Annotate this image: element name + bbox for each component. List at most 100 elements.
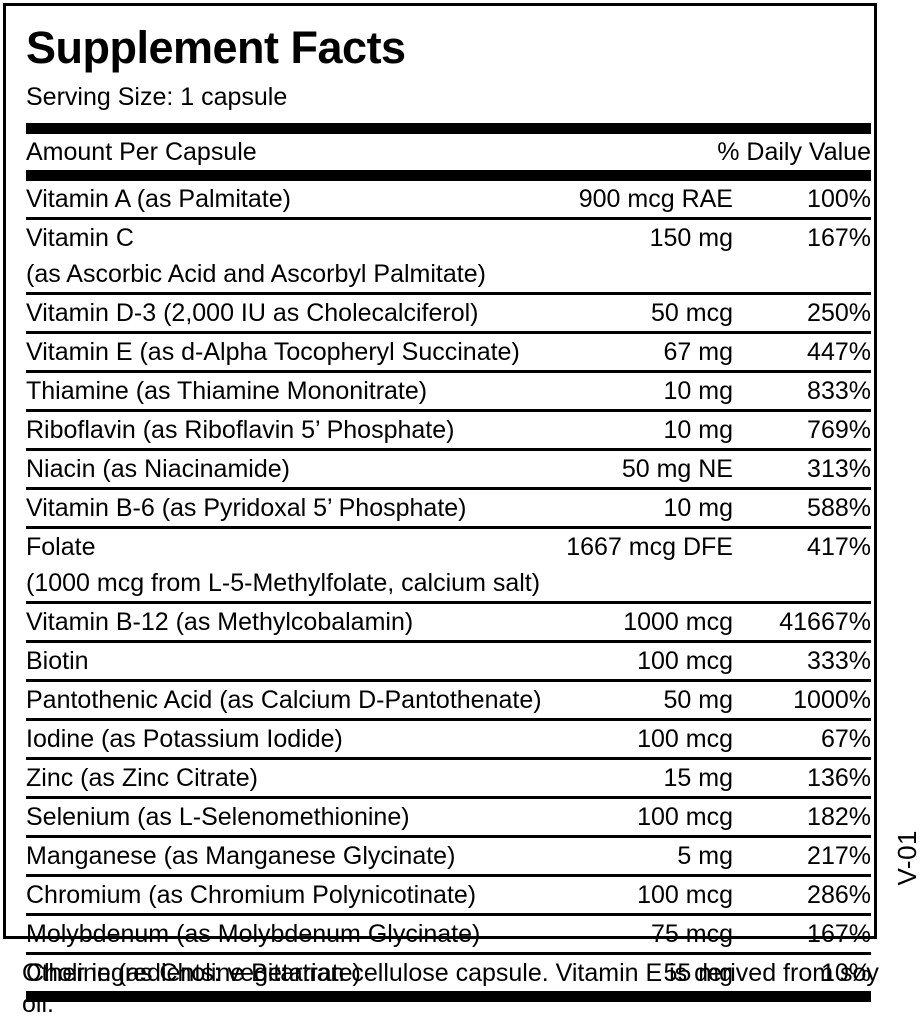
nutrient-amount: 10 mg <box>663 494 733 522</box>
nutrient-amount: 50 mg <box>663 686 733 714</box>
nutrient-amount: 100 mcg <box>637 647 733 675</box>
table-row: Niacin (as Niacinamide) 50 mg NE 313% <box>26 451 871 487</box>
table-row: Vitamin E (as d-Alpha Tocopheryl Succina… <box>26 334 871 370</box>
table-row: Manganese (as Manganese Glycinate) 5 mg 21… <box>26 838 871 874</box>
nutrient-daily-value: 67% <box>820 725 871 753</box>
nutrient-name: Vitamin A (as Palmitate) <box>26 185 291 213</box>
row-divider <box>26 217 871 220</box>
table-row: Folate (1000 mcg from L-5-Methylfolate, c… <box>26 529 871 601</box>
nutrient-name: Iodine (as Potassium Iodide) <box>26 725 343 753</box>
nutrient-name: Vitamin B-6 (as Pyridoxal 5’ Phosphate) <box>26 494 467 522</box>
nutrient-daily-value: 182% <box>807 803 871 831</box>
nutrient-daily-value: 10% <box>820 959 871 987</box>
nutrient-daily-value: 250% <box>807 299 871 327</box>
nutrient-amount: 100 mcg <box>637 881 733 909</box>
nutrient-daily-value: 217% <box>807 842 871 870</box>
row-divider <box>26 718 871 721</box>
columns-thick-rule <box>26 170 871 181</box>
row-divider <box>26 331 871 334</box>
table-row: Choline (as Choline Bitartrate) 55 mg 10% <box>26 955 871 991</box>
nutrient-name: Niacin (as Niacinamide) <box>26 455 290 483</box>
nutrient-daily-value: 588% <box>807 494 871 522</box>
nutrient-amount: 10 mg <box>663 377 733 405</box>
nutrient-daily-value: 1000% <box>793 686 871 714</box>
nutrient-amount: 900 mcg RAE <box>578 185 733 213</box>
nutrient-name: Manganese (as Manganese Glycinate) <box>26 842 456 870</box>
header-thick-rule <box>26 123 871 134</box>
table-row: Chromium (as Chromium Polynicotinate) 100… <box>26 877 871 913</box>
table-row: Vitamin C (as Ascorbic Acid and Ascorbyl … <box>26 220 871 292</box>
nutrient-amount: 5 mg <box>677 842 733 870</box>
nutrient-daily-value: 286% <box>807 881 871 909</box>
nutrient-name: Thiamine (as Thiamine Mononitrate) <box>26 377 428 405</box>
column-header-row: Amount Per Capsule % Daily Value <box>26 134 871 170</box>
nutrient-rows: Vitamin A (as Palmitate) 900 mcg RAE 100% V… <box>26 181 871 991</box>
nutrient-amount: 50 mg NE <box>621 455 733 483</box>
nutrient-name: Molybdenum (as Molybdenum Glycinate) <box>26 920 481 948</box>
nutrient-daily-value: 167% <box>807 224 871 252</box>
nutrient-daily-value: 447% <box>807 338 871 366</box>
row-divider <box>26 679 871 682</box>
row-divider <box>26 448 871 451</box>
nutrient-amount: 100 mcg <box>637 803 733 831</box>
row-divider <box>26 757 871 760</box>
column-header-daily-value: % Daily Value <box>717 137 871 166</box>
row-divider <box>26 526 871 529</box>
nutrient-name: Vitamin E (as d-Alpha Tocopheryl Succina… <box>26 338 520 366</box>
side-product-code: V-01 <box>892 830 922 886</box>
row-divider <box>26 487 871 490</box>
nutrient-name: Biotin <box>26 647 89 675</box>
nutrient-name: Chromium (as Chromium Polynicotinate) <box>26 881 477 909</box>
row-divider <box>26 835 871 838</box>
table-row: Vitamin D-3 (2,000 IU as Cholecalciferol… <box>26 295 871 331</box>
nutrient-amount: 1000 mcg <box>623 608 733 636</box>
nutrient-daily-value: 333% <box>807 647 871 675</box>
nutrient-amount: 150 mg <box>649 224 733 252</box>
row-divider <box>26 292 871 295</box>
nutrient-daily-value: 100% <box>807 185 871 213</box>
column-header-amount: Amount Per Capsule <box>26 137 257 166</box>
nutrient-daily-value: 41667% <box>779 608 871 636</box>
table-row: Vitamin B-12 (as Methylcobalamin) 1000 mc… <box>26 604 871 640</box>
table-row: Biotin 100 mcg 333% <box>26 643 871 679</box>
nutrient-name: Riboflavin (as Riboflavin 5’ Phosphate) <box>26 416 455 444</box>
table-row: Vitamin A (as Palmitate) 900 mcg RAE 100% <box>26 181 871 217</box>
nutrient-daily-value: 417% <box>807 533 871 561</box>
table-row: Molybdenum (as Molybdenum Glycinate) 75 m… <box>26 916 871 952</box>
nutrient-amount: 1667 mcg DFE <box>566 533 733 561</box>
nutrient-daily-value: 833% <box>807 377 871 405</box>
row-divider <box>26 370 871 373</box>
nutrient-amount: 10 mg <box>663 416 733 444</box>
nutrient-source-note: (as Ascorbic Acid and Ascorbyl Palmitate… <box>26 260 486 288</box>
table-row: Iodine (as Potassium Iodide) 100 mcg 67% <box>26 721 871 757</box>
nutrient-name: Vitamin C (as Ascorbic Acid and Ascorbyl … <box>26 220 650 292</box>
footer-thick-rule <box>26 991 871 1002</box>
nutrient-name: Pantothenic Acid (as Calcium D-Pantothen… <box>26 686 542 714</box>
nutrient-amount: 15 mg <box>663 764 733 792</box>
nutrient-name: Selenium (as L-Selenomethionine) <box>26 803 410 831</box>
nutrient-source-note: (1000 mcg from L-5-Methylfolate, calcium… <box>26 569 541 597</box>
nutrient-name: Vitamin D-3 (2,000 IU as Cholecalciferol… <box>26 299 479 327</box>
nutrient-amount: 75 mcg <box>651 920 733 948</box>
row-divider <box>26 913 871 916</box>
supplement-facts-panel: Supplement Facts Serving Size: 1 capsule… <box>3 3 877 1002</box>
nutrient-amount: 55 mg <box>663 959 733 987</box>
nutrient-name: Folate (1000 mcg from L-5-Methylfolate, c… <box>26 529 566 601</box>
nutrient-daily-value: 167% <box>807 920 871 948</box>
row-divider <box>26 601 871 604</box>
nutrient-amount: 50 mcg <box>651 299 733 327</box>
nutrient-name: Choline (as Choline Bitartrate) <box>26 959 361 987</box>
nutrient-name: Vitamin B-12 (as Methylcobalamin) <box>26 608 414 636</box>
table-row: Thiamine (as Thiamine Mononitrate) 10 mg 8… <box>26 373 871 409</box>
row-divider <box>26 874 871 877</box>
table-row: Zinc (as Zinc Citrate) 15 mg 136% <box>26 760 871 796</box>
table-row: Riboflavin (as Riboflavin 5’ Phosphate) 1… <box>26 412 871 448</box>
nutrient-daily-value: 769% <box>807 416 871 444</box>
table-row: Pantothenic Acid (as Calcium D-Pantothen… <box>26 682 871 718</box>
nutrient-daily-value: 136% <box>807 764 871 792</box>
nutrient-amount: 100 mcg <box>637 725 733 753</box>
panel-content: Supplement Facts Serving Size: 1 capsule… <box>26 6 871 1002</box>
table-row: Selenium (as L-Selenomethionine) 100 mcg 1… <box>26 799 871 835</box>
nutrient-daily-value: 313% <box>807 455 871 483</box>
